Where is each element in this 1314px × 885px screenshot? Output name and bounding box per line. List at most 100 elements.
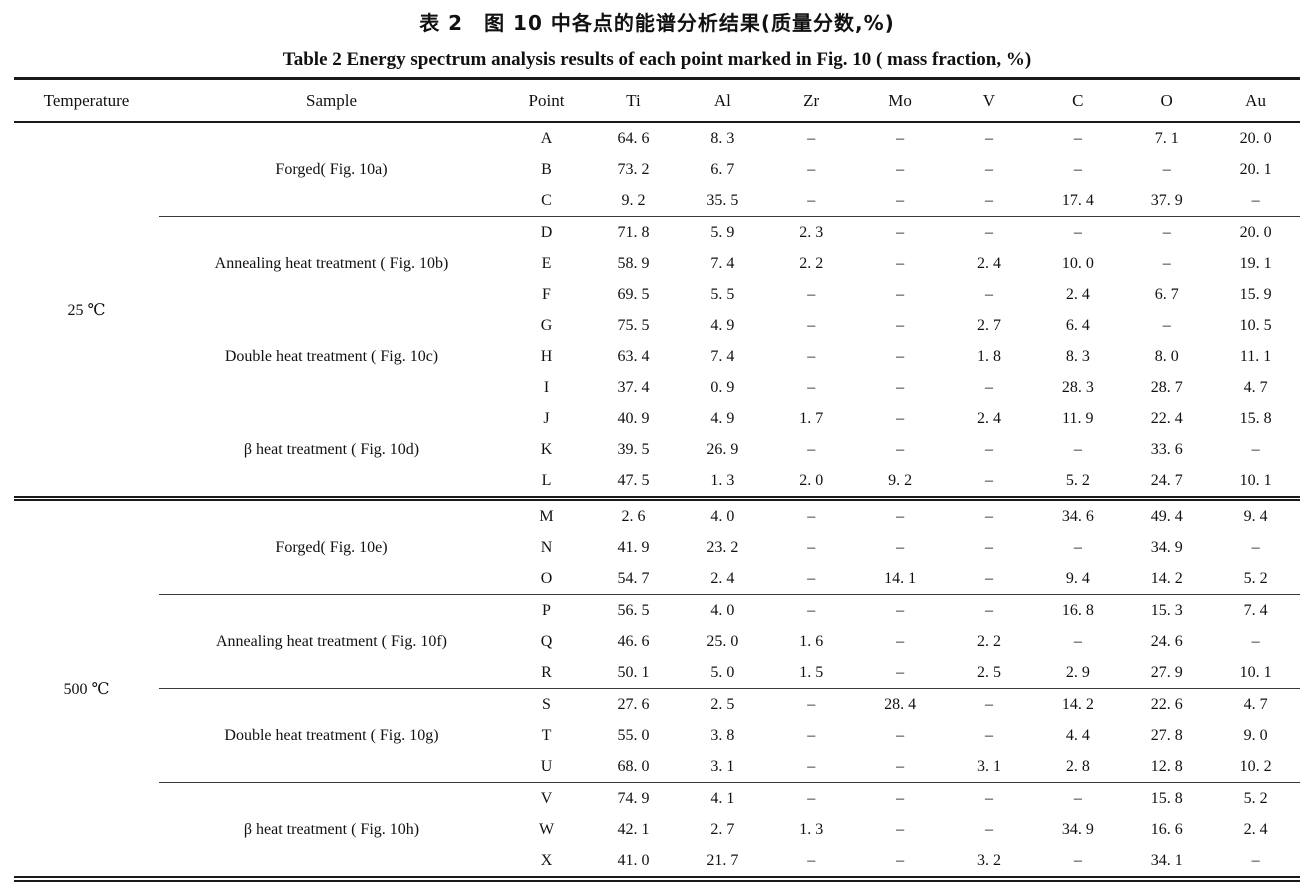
value-cell: 5. 2 xyxy=(1243,569,1268,587)
value-cell: 42. 1 xyxy=(617,820,650,838)
table-row: H 63. 4 7. 4 – – 1. 8 8. 3 8. 0 11. 1 xyxy=(14,341,1300,372)
value-cell: – xyxy=(984,820,993,838)
table-row: Q 46. 6 25. 0 1. 6 – 2. 2 – 24. 6 – xyxy=(14,626,1300,657)
value-cell: – xyxy=(807,538,816,556)
value-cell: – xyxy=(1122,216,1212,248)
value-cell: 15. 3 xyxy=(1122,594,1212,626)
value-cell: – xyxy=(807,726,816,744)
point-cell: E xyxy=(541,254,552,272)
value-cell: 4. 0 xyxy=(677,594,767,626)
value-cell: – xyxy=(984,129,993,147)
value-cell: – xyxy=(896,378,905,396)
value-cell: 46. 6 xyxy=(617,632,650,650)
point-cell: J xyxy=(543,409,550,427)
sample-cell: Forged( Fig. 10e) xyxy=(159,496,504,595)
value-cell: – xyxy=(984,160,993,178)
value-cell: 5. 0 xyxy=(710,663,735,681)
value-cell: – xyxy=(807,129,816,147)
point-cell: V xyxy=(504,782,589,814)
value-cell: 2. 4 xyxy=(1243,820,1268,838)
value-cell: 39. 5 xyxy=(617,440,650,458)
value-cell: 24. 6 xyxy=(1150,632,1183,650)
value-cell: 9. 2 xyxy=(621,191,646,209)
value-cell: – xyxy=(1033,782,1123,814)
value-cell: 7. 4 xyxy=(710,254,735,272)
value-cell: 3. 2 xyxy=(976,851,1001,869)
value-cell: – xyxy=(1251,191,1260,209)
value-cell: 7. 4 xyxy=(710,347,735,365)
table-row: Double heat treatment ( Fig. 10c) G 75. 5 4… xyxy=(14,310,1300,365)
value-cell: – xyxy=(1073,440,1082,458)
value-cell: – xyxy=(766,688,856,720)
value-cell: 15. 8 xyxy=(1122,782,1212,814)
point-cell: B xyxy=(541,160,552,178)
value-cell: 15. 9 xyxy=(1239,285,1272,303)
table-row: B 73. 2 6. 7 – – – – – 20. 1 xyxy=(14,154,1300,185)
value-cell: – xyxy=(1073,632,1082,650)
value-cell: 4. 9 xyxy=(710,409,735,427)
table-row: Annealing heat treatment ( Fig. 10f) P 56.… xyxy=(14,594,1300,689)
sample-cell: β heat treatment ( Fig. 10d) xyxy=(243,440,420,458)
value-cell: 9. 4 xyxy=(1065,569,1090,587)
value-cell: 10. 1 xyxy=(1239,471,1272,489)
point-cell: S xyxy=(504,688,589,720)
value-cell: 7. 1 xyxy=(1154,129,1179,147)
value-cell: 4. 7 xyxy=(1243,378,1268,396)
temperature-cell: 500 ℃ xyxy=(14,496,159,879)
value-cell: 2. 5 xyxy=(976,663,1001,681)
value-cell: – xyxy=(1073,129,1082,147)
sample-cell: Annealing heat treatment ( Fig. 10b) xyxy=(159,216,504,310)
value-cell: – xyxy=(1033,216,1123,248)
value-cell: – xyxy=(766,496,856,532)
value-cell: – xyxy=(896,285,905,303)
temperature-cell: 25 ℃ xyxy=(67,301,106,319)
table-row: N 41. 9 23. 2 – – – – 34. 9 – xyxy=(14,532,1300,563)
value-cell: 2. 6 xyxy=(589,496,678,532)
value-cell: 22. 6 xyxy=(1122,688,1212,720)
value-cell: – xyxy=(1073,538,1082,556)
value-cell: – xyxy=(984,191,993,209)
value-cell: – xyxy=(896,254,905,272)
value-cell: – xyxy=(807,285,816,303)
value-cell: 14. 1 xyxy=(884,569,917,587)
table-title-chinese: 表 2 图 10 中各点的能谱分析结果(质量分数,%) xyxy=(419,11,895,35)
value-cell: 22. 4 xyxy=(1150,409,1183,427)
value-cell: 28. 7 xyxy=(1150,378,1183,396)
value-cell: 14. 2 xyxy=(1150,569,1183,587)
value-cell: – xyxy=(855,594,945,626)
value-cell: 9. 4 xyxy=(1211,496,1300,532)
column-header: V xyxy=(944,78,1034,123)
value-cell: – xyxy=(1162,254,1171,272)
value-cell: 9. 0 xyxy=(1243,726,1268,744)
value-cell: 27. 9 xyxy=(1150,663,1183,681)
table-row: U 68. 0 3. 1 – – 3. 1 2. 8 12. 8 10. 2 xyxy=(14,751,1300,783)
value-cell: 27. 6 xyxy=(589,688,678,720)
table-row: C 9. 2 35. 5 – – – 17. 4 37. 9 – xyxy=(14,185,1300,217)
value-cell: 2. 7 xyxy=(976,316,1001,334)
value-cell: 25. 0 xyxy=(706,632,739,650)
value-cell: 2. 4 xyxy=(1065,285,1090,303)
table-row: X 41. 0 21. 7 – – 3. 2 – 34. 1 – xyxy=(14,845,1300,879)
table-row: β heat treatment ( Fig. 10h) V 74. 9 4. 1– –… xyxy=(14,782,1300,879)
value-cell: 41. 0 xyxy=(617,851,650,869)
value-cell: 55. 0 xyxy=(617,726,650,744)
value-cell: – xyxy=(807,191,816,209)
column-header: Zr xyxy=(766,78,856,123)
value-cell: 5. 2 xyxy=(1065,471,1090,489)
value-cell: 24. 7 xyxy=(1150,471,1183,489)
value-cell: – xyxy=(807,378,816,396)
value-cell: – xyxy=(1251,440,1260,458)
value-cell: – xyxy=(896,820,905,838)
value-cell: 56. 5 xyxy=(589,594,678,626)
value-cell: 1. 5 xyxy=(799,663,824,681)
value-cell: 1. 6 xyxy=(799,632,824,650)
point-cell: H xyxy=(540,347,553,365)
point-cell: I xyxy=(543,378,550,396)
value-cell: 37. 4 xyxy=(617,378,650,396)
value-cell: 47. 5 xyxy=(617,471,650,489)
column-header: Ti xyxy=(589,78,678,123)
sample-cell: Double heat treatment ( Fig. 10g) xyxy=(159,688,504,783)
value-cell: – xyxy=(807,757,816,775)
